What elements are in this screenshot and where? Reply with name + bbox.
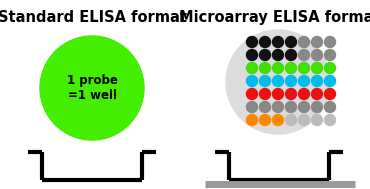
Circle shape	[40, 36, 144, 140]
Circle shape	[324, 36, 336, 47]
Circle shape	[324, 63, 336, 74]
Circle shape	[312, 88, 323, 99]
Circle shape	[312, 63, 323, 74]
Circle shape	[246, 75, 258, 87]
Circle shape	[286, 115, 296, 125]
Circle shape	[259, 101, 270, 112]
Circle shape	[246, 63, 258, 74]
Circle shape	[324, 88, 336, 99]
Circle shape	[259, 36, 270, 47]
Circle shape	[286, 75, 296, 87]
Circle shape	[312, 50, 323, 60]
Circle shape	[226, 30, 330, 134]
Circle shape	[312, 36, 323, 47]
Text: Microarray ELISA format: Microarray ELISA format	[179, 10, 370, 25]
Circle shape	[299, 36, 309, 47]
Circle shape	[299, 63, 309, 74]
Circle shape	[246, 36, 258, 47]
Circle shape	[299, 50, 309, 60]
Circle shape	[286, 101, 296, 112]
Circle shape	[246, 50, 258, 60]
Text: Standard ELISA format: Standard ELISA format	[0, 10, 187, 25]
Circle shape	[312, 75, 323, 87]
Circle shape	[272, 36, 283, 47]
Circle shape	[324, 101, 336, 112]
Circle shape	[312, 101, 323, 112]
Circle shape	[299, 115, 309, 125]
Circle shape	[299, 88, 309, 99]
Circle shape	[272, 101, 283, 112]
Circle shape	[299, 101, 309, 112]
Circle shape	[324, 75, 336, 87]
Circle shape	[272, 63, 283, 74]
Circle shape	[272, 75, 283, 87]
Circle shape	[259, 88, 270, 99]
Circle shape	[312, 115, 323, 125]
Circle shape	[246, 101, 258, 112]
Circle shape	[286, 88, 296, 99]
Circle shape	[272, 115, 283, 125]
Circle shape	[259, 75, 270, 87]
Circle shape	[272, 50, 283, 60]
Circle shape	[299, 75, 309, 87]
Circle shape	[324, 50, 336, 60]
Circle shape	[259, 50, 270, 60]
Circle shape	[246, 88, 258, 99]
Circle shape	[259, 115, 270, 125]
Circle shape	[246, 115, 258, 125]
Circle shape	[286, 63, 296, 74]
Circle shape	[324, 115, 336, 125]
Text: 1 probe
=1 well: 1 probe =1 well	[67, 74, 117, 102]
Circle shape	[286, 36, 296, 47]
Circle shape	[286, 50, 296, 60]
Circle shape	[272, 88, 283, 99]
Circle shape	[259, 63, 270, 74]
